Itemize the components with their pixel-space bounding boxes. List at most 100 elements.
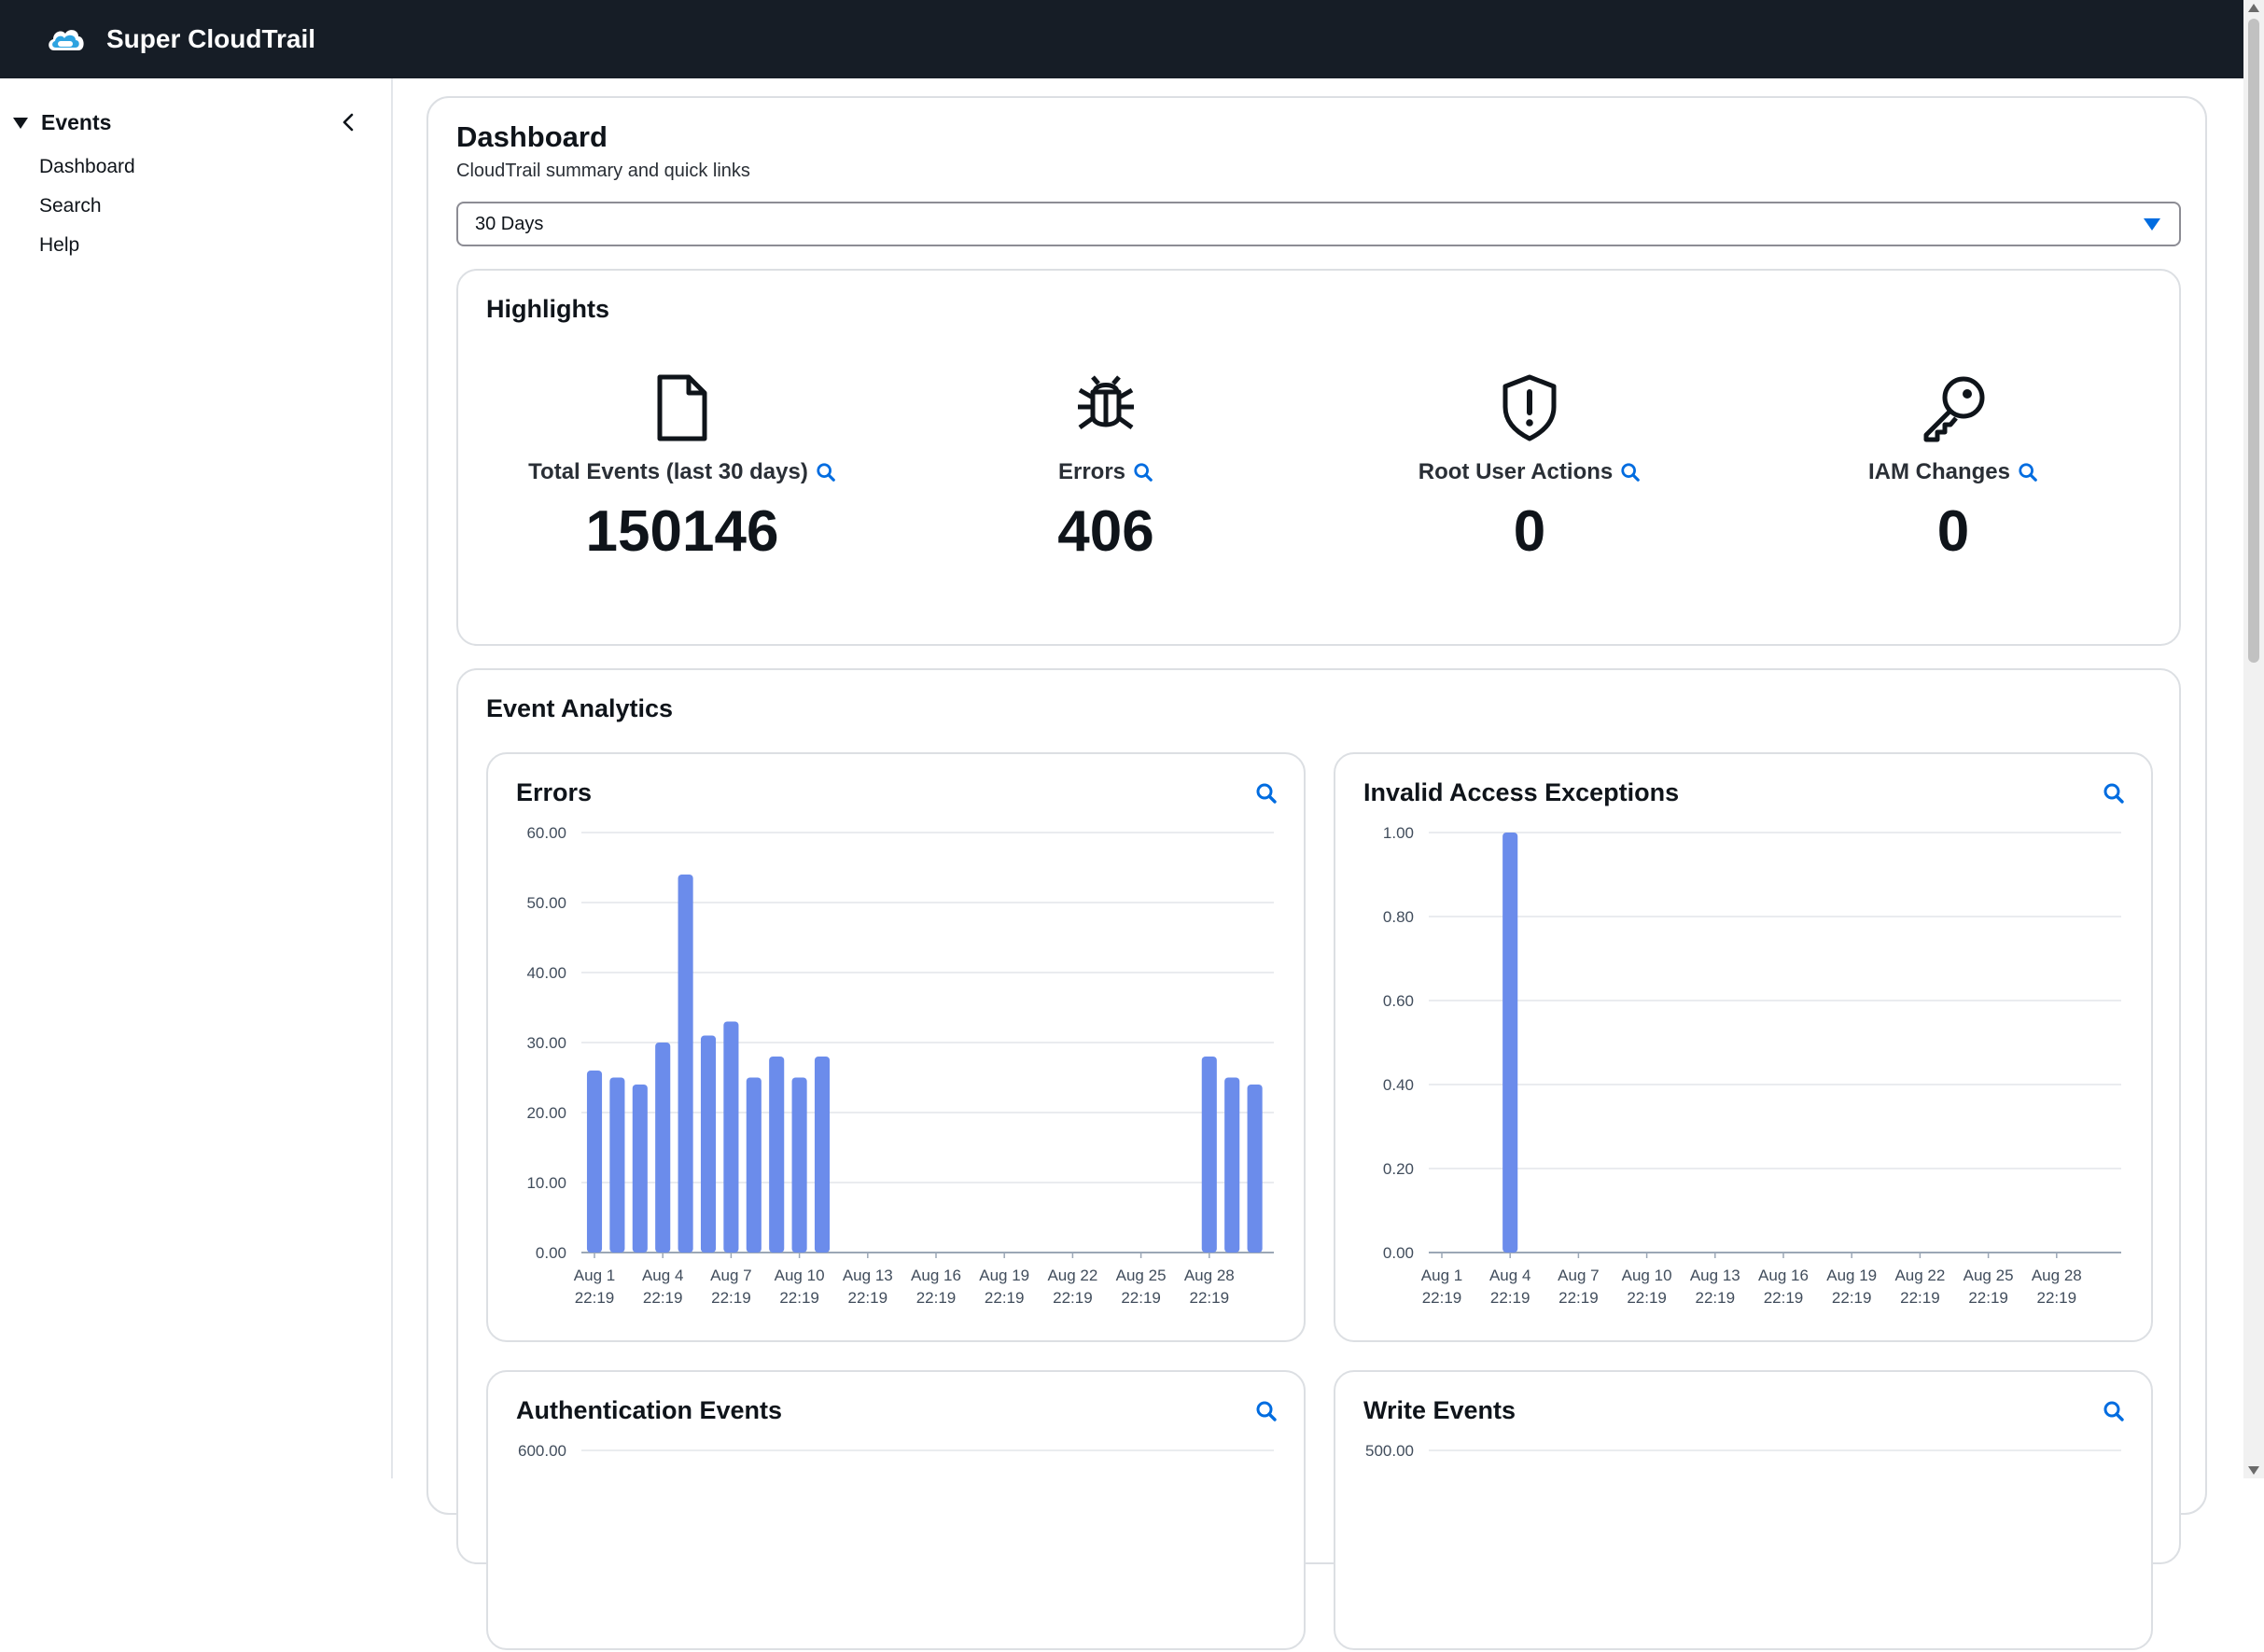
x-tick-label: 22:19 bbox=[1558, 1289, 1599, 1307]
highlight-iam-changes: IAM Changes 0 bbox=[1757, 373, 2149, 565]
errors-bar-chart: 0.00 10.00 20.00 30.00 40.00 50.00 60.00 Aug 1 2… bbox=[526, 824, 1274, 1307]
write-events-chart-card: Write Events 500.00 bbox=[1334, 1370, 2153, 1650]
x-tick-label: Aug 22 bbox=[1047, 1267, 1097, 1284]
key-icon bbox=[1757, 373, 2149, 446]
sidebar-item-help[interactable]: Help bbox=[39, 234, 80, 256]
highlight-label: Total Events (last 30 days) bbox=[486, 459, 878, 485]
x-tick-label: Aug 25 bbox=[1116, 1267, 1167, 1284]
sidebar: Events Dashboard Search Help bbox=[0, 78, 393, 1478]
write-events-chart: 500.00 bbox=[1365, 1442, 2121, 1460]
highlights-section: Highlights Total Events (last 30 days) 1… bbox=[456, 269, 2181, 646]
highlight-label: IAM Changes bbox=[1757, 459, 2149, 485]
search-icon[interactable] bbox=[2103, 782, 2125, 805]
x-tick-label: 22:19 bbox=[1121, 1289, 1161, 1307]
authentication-events-chart: 600.00 bbox=[518, 1442, 1274, 1460]
app-title[interactable]: Super CloudTrail bbox=[106, 24, 316, 53]
highlight-label-text: IAM Changes bbox=[1867, 459, 2010, 484]
y-tick-label: 40.00 bbox=[526, 964, 566, 982]
bar bbox=[1502, 833, 1518, 1253]
scroll-thumb[interactable] bbox=[2248, 19, 2259, 663]
x-tick-label: 22:19 bbox=[2037, 1289, 2077, 1307]
highlight-label: Errors bbox=[910, 459, 1302, 485]
search-icon[interactable] bbox=[1255, 1400, 1278, 1422]
cloud-logo-icon[interactable] bbox=[45, 21, 88, 58]
highlight-value: 406 bbox=[1057, 499, 1154, 564]
x-tick-label: 22:19 bbox=[779, 1289, 819, 1307]
x-tick-label: Aug 4 bbox=[1489, 1267, 1530, 1284]
chart-title: Write Events bbox=[1363, 1396, 1516, 1424]
bar bbox=[1201, 1057, 1217, 1253]
y-tick-label: 0.60 bbox=[1383, 992, 1414, 1010]
x-tick-label: 22:19 bbox=[1968, 1289, 2008, 1307]
x-tick-label: 22:19 bbox=[711, 1289, 751, 1307]
x-tick-label: Aug 16 bbox=[911, 1267, 961, 1284]
bar bbox=[1224, 1077, 1240, 1253]
y-tick-label: 30.00 bbox=[526, 1034, 566, 1052]
x-tick-label: 22:19 bbox=[575, 1289, 615, 1307]
x-tick-label: Aug 19 bbox=[979, 1267, 1029, 1284]
highlight-label-text: Total Events (last 30 days) bbox=[528, 459, 808, 484]
y-tick-label: 0.00 bbox=[1383, 1244, 1414, 1262]
document-icon bbox=[486, 373, 878, 446]
bug-icon bbox=[910, 373, 1302, 446]
invalid-access-exceptions-chart-card: Invalid Access Exceptions 0.00 0.20 0.40 0.… bbox=[1334, 752, 2153, 1342]
search-icon[interactable] bbox=[1133, 462, 1153, 483]
search-icon[interactable] bbox=[816, 462, 836, 483]
bar bbox=[655, 1043, 671, 1253]
search-icon[interactable] bbox=[1255, 782, 1278, 805]
x-tick-label: 22:19 bbox=[1696, 1289, 1736, 1307]
bar bbox=[700, 1035, 717, 1253]
time-range-value: 30 Days bbox=[475, 213, 544, 234]
nav-section-events[interactable]: Events bbox=[13, 110, 111, 135]
search-icon[interactable] bbox=[1620, 462, 1641, 483]
collapse-sidebar-button[interactable] bbox=[334, 108, 362, 136]
x-tick-label: 22:19 bbox=[1422, 1289, 1462, 1307]
x-tick-label: Aug 1 bbox=[574, 1267, 615, 1284]
x-tick-label: Aug 13 bbox=[1690, 1267, 1740, 1284]
y-tick-label: 0.20 bbox=[1383, 1160, 1414, 1178]
time-range-select[interactable]: 30 Days bbox=[456, 202, 2181, 246]
x-tick-label: Aug 13 bbox=[843, 1267, 893, 1284]
page-scrollbar[interactable] bbox=[2243, 0, 2264, 1478]
chart-title: Invalid Access Exceptions bbox=[1363, 778, 1680, 806]
sidebar-item-search[interactable]: Search bbox=[39, 195, 102, 217]
highlight-label: Root User Actions bbox=[1334, 459, 1726, 485]
invalid-access-exceptions-bar-chart: 0.00 0.20 0.40 0.60 0.80 1.00 Aug 1 22:19 Aug 4 2… bbox=[1383, 824, 2121, 1307]
x-tick-label: Aug 10 bbox=[775, 1267, 825, 1284]
shield-alert-icon bbox=[1334, 373, 1726, 446]
highlight-value: 0 bbox=[1513, 499, 1546, 564]
dashboard-container: Dashboard CloudTrail summary and quick l… bbox=[426, 96, 2207, 1650]
y-tick-label: 500.00 bbox=[1365, 1442, 1414, 1460]
x-tick-label: Aug 25 bbox=[1964, 1267, 2014, 1284]
x-tick-label: 22:19 bbox=[1832, 1289, 1872, 1307]
highlights-title: Highlights bbox=[486, 295, 609, 323]
x-tick-label: Aug 7 bbox=[1558, 1267, 1599, 1284]
highlight-value: 150146 bbox=[585, 499, 779, 564]
x-tick-label: 22:19 bbox=[1764, 1289, 1804, 1307]
highlight-total-events: Total Events (last 30 days) 150146 bbox=[486, 373, 878, 565]
bar bbox=[746, 1077, 762, 1253]
search-icon[interactable] bbox=[2018, 462, 2038, 483]
x-tick-label: 22:19 bbox=[1190, 1289, 1230, 1307]
x-tick-label: 22:19 bbox=[848, 1289, 888, 1307]
y-tick-label: 60.00 bbox=[526, 824, 566, 842]
highlight-value: 0 bbox=[1936, 499, 1970, 564]
page-title: Dashboard bbox=[456, 120, 608, 153]
x-tick-label: Aug 1 bbox=[1421, 1267, 1462, 1284]
sidebar-item-dashboard[interactable]: Dashboard bbox=[39, 156, 135, 177]
highlight-errors: Errors 406 bbox=[910, 373, 1302, 565]
x-tick-label: 22:19 bbox=[1627, 1289, 1667, 1307]
event-analytics-title: Event Analytics bbox=[486, 694, 674, 722]
y-tick-label: 0.40 bbox=[1383, 1076, 1414, 1094]
scroll-down-arrow-icon[interactable] bbox=[2248, 1466, 2259, 1475]
event-analytics-section: Event Analytics Errors 0.00 10.00 20.00 30.… bbox=[456, 668, 2181, 1650]
errors-chart-card: Errors 0.00 10.00 20.00 30.00 40.00 50.00 60.0… bbox=[486, 752, 1306, 1342]
bar bbox=[814, 1057, 831, 1253]
search-icon[interactable] bbox=[2103, 1400, 2125, 1422]
y-tick-label: 0.00 bbox=[536, 1244, 566, 1262]
x-tick-label: 22:19 bbox=[916, 1289, 957, 1307]
caret-down-icon bbox=[2144, 218, 2160, 231]
scroll-up-arrow-icon[interactable] bbox=[2248, 4, 2259, 12]
bar bbox=[791, 1077, 807, 1253]
caret-down-icon bbox=[13, 117, 28, 129]
